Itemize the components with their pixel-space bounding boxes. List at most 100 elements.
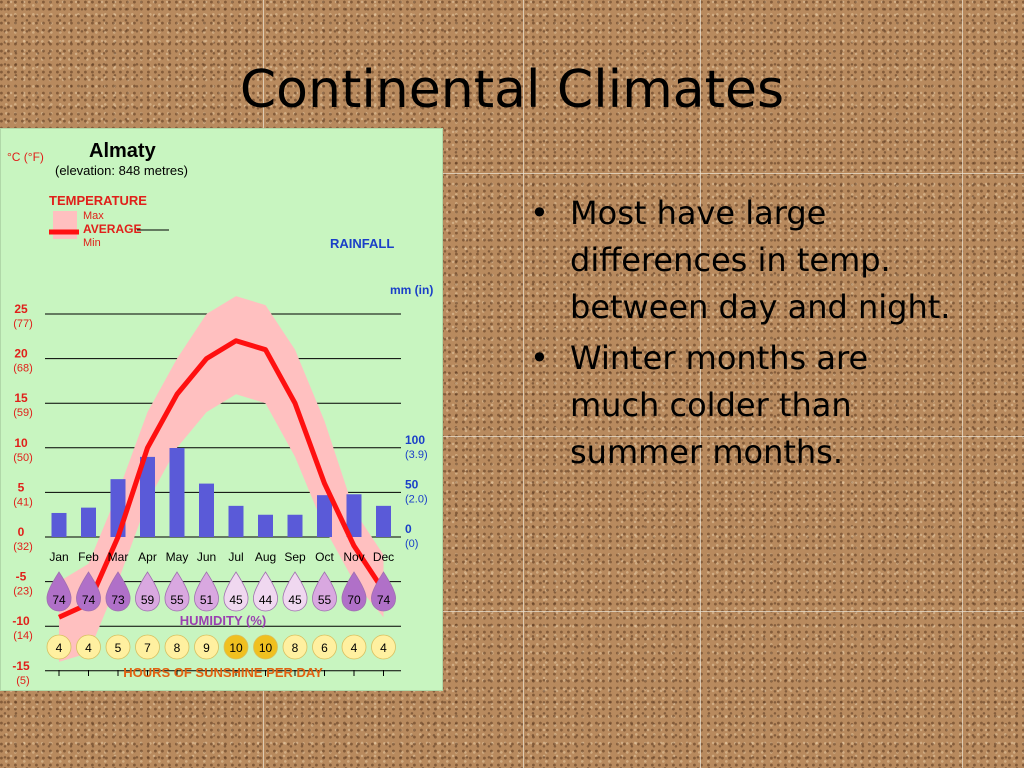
sunshine-value: 9 — [203, 641, 210, 655]
axis-labels: 25 (77) 20 (68) 15 (59) 10 (50) 5 (41) 0 (32) -5 (23)… — [12, 302, 427, 687]
rainfall-bar — [317, 495, 332, 537]
rainfall-bar — [376, 505, 391, 537]
climate-chart-panel: Almaty (elevation: 848 metres) °C (°F) m… — [0, 128, 443, 691]
month-label: Mar — [108, 550, 129, 564]
humidity-drop — [105, 571, 131, 612]
sunshine-value: 10 — [259, 641, 273, 655]
temp-tick-celsius: -10 — [12, 614, 30, 628]
sunshine-circle — [135, 634, 160, 660]
slide-grid-line — [0, 173, 1024, 174]
temp-tick-fahrenheit: (41) — [13, 496, 33, 508]
temp-axis-label: °C (°F) — [7, 150, 44, 164]
humidity-value: 44 — [259, 593, 273, 607]
temp-tick-celsius: 0 — [18, 525, 25, 539]
temp-tick-fahrenheit: (50) — [13, 452, 33, 464]
temp-tick-fahrenheit: (59) — [13, 407, 33, 419]
humidity-value: 70 — [347, 593, 361, 607]
rain-tick-mm: 0 — [405, 522, 412, 536]
humidity-label: HUMIDITY (%) — [180, 613, 266, 628]
temp-tick-celsius: 15 — [14, 391, 28, 405]
temp-tick-celsius: -15 — [12, 659, 30, 673]
rainfall-bar — [81, 507, 96, 537]
month-label: Dec — [373, 550, 394, 564]
temp-tick-celsius: -5 — [16, 570, 27, 584]
rainfall-bar — [258, 514, 273, 537]
humidity-drop — [194, 571, 219, 612]
month-label: Jul — [228, 550, 243, 564]
humidity-value: 51 — [200, 593, 214, 607]
climate-chart: Almaty (elevation: 848 metres) °C (°F) m… — [7, 140, 433, 687]
temp-tick-fahrenheit: (14) — [13, 630, 33, 642]
sunshine-value: 4 — [351, 641, 358, 655]
humidity-value: 55 — [318, 593, 332, 607]
sunshine-circle — [312, 634, 337, 660]
sunshine-circle — [371, 634, 396, 660]
humidity-value: 45 — [288, 593, 302, 607]
sunshine-circle — [46, 634, 72, 660]
month-label: Jan — [49, 550, 68, 564]
slide-grid-line — [0, 611, 1024, 612]
sunshine-value: 8 — [292, 641, 299, 655]
temp-tick-celsius: 25 — [14, 302, 28, 316]
humidity-value: 74 — [82, 593, 96, 607]
sunshine-value: 5 — [115, 641, 122, 655]
bullet-item: • Winter months are much colder than summ… — [530, 335, 960, 476]
sunshine-circle — [253, 634, 278, 660]
humidity-value: 74 — [52, 593, 66, 607]
slide-grid-line — [700, 0, 701, 768]
rainfall-bar — [346, 494, 362, 537]
sunshine-circle — [223, 634, 249, 660]
month-label: Nov — [343, 550, 364, 564]
sunshine-circle — [341, 634, 367, 660]
sunshine-value: 7 — [144, 641, 151, 655]
temp-tick-celsius: 20 — [14, 347, 28, 361]
legend-average-label: AVERAGE — [83, 222, 141, 236]
month-label: Sep — [284, 550, 306, 564]
sunshine-circle — [76, 634, 101, 660]
rain-axis-label: mm (in) — [390, 283, 433, 297]
slide-grid-line — [962, 0, 963, 768]
month-label: Aug — [255, 550, 276, 564]
month-label: Apr — [138, 550, 157, 564]
sunshine-circle — [194, 634, 219, 660]
humidity-value: 73 — [111, 593, 125, 607]
bullet-text: Most have large differences in temp. bet… — [570, 194, 951, 326]
rain-tick-mm: 50 — [405, 478, 419, 492]
rainfall-bar — [51, 512, 67, 537]
legend-max-label: Max — [83, 210, 104, 222]
humidity-value: 45 — [229, 593, 243, 607]
humidity-drop — [371, 571, 396, 612]
slide-grid-line — [0, 436, 1024, 437]
temp-tick-fahrenheit: (68) — [13, 363, 33, 375]
legend-range-swatch — [53, 211, 77, 239]
humidity-value: 74 — [377, 593, 391, 607]
humidity-drop — [223, 571, 249, 612]
temp-tick-fahrenheit: (32) — [13, 541, 33, 553]
legend-rainfall-label: RAINFALL — [330, 236, 394, 251]
bullet-list: • Most have large differences in temp. be… — [530, 190, 960, 480]
month-label: Jun — [197, 550, 216, 564]
humidity-sunshine-rows: 74 74 73 59 55 51 45 44 45 55 70 744 4 5 7 8 9 10 10 8 6 4 4 — [46, 571, 396, 660]
humidity-value: 59 — [141, 593, 155, 607]
temperature-range-band — [59, 296, 384, 662]
humidity-drop — [312, 571, 337, 612]
legend-temperature-label: TEMPERATURE — [49, 193, 147, 208]
bullet-text: Winter months are much colder than summe… — [570, 339, 869, 471]
sunshine-value: 4 — [56, 641, 63, 655]
temperature-average-line — [57, 338, 386, 620]
rainfall-bar — [287, 514, 303, 537]
sunshine-value: 10 — [229, 641, 243, 655]
rainfall-bar — [140, 456, 155, 537]
legend-min-label: Min — [83, 237, 101, 249]
month-label: May — [166, 550, 189, 564]
humidity-drop — [46, 571, 72, 612]
sunshine-value: 4 — [380, 641, 387, 655]
humidity-drop — [253, 571, 278, 612]
humidity-value: 55 — [170, 593, 184, 607]
sunshine-value: 8 — [174, 641, 181, 655]
month-label: Feb — [78, 550, 99, 564]
chart-title: Almaty — [89, 140, 157, 162]
bullet-item: • Most have large differences in temp. be… — [530, 190, 960, 331]
humidity-drop — [341, 571, 367, 612]
rain-tick-mm: 100 — [405, 433, 425, 447]
